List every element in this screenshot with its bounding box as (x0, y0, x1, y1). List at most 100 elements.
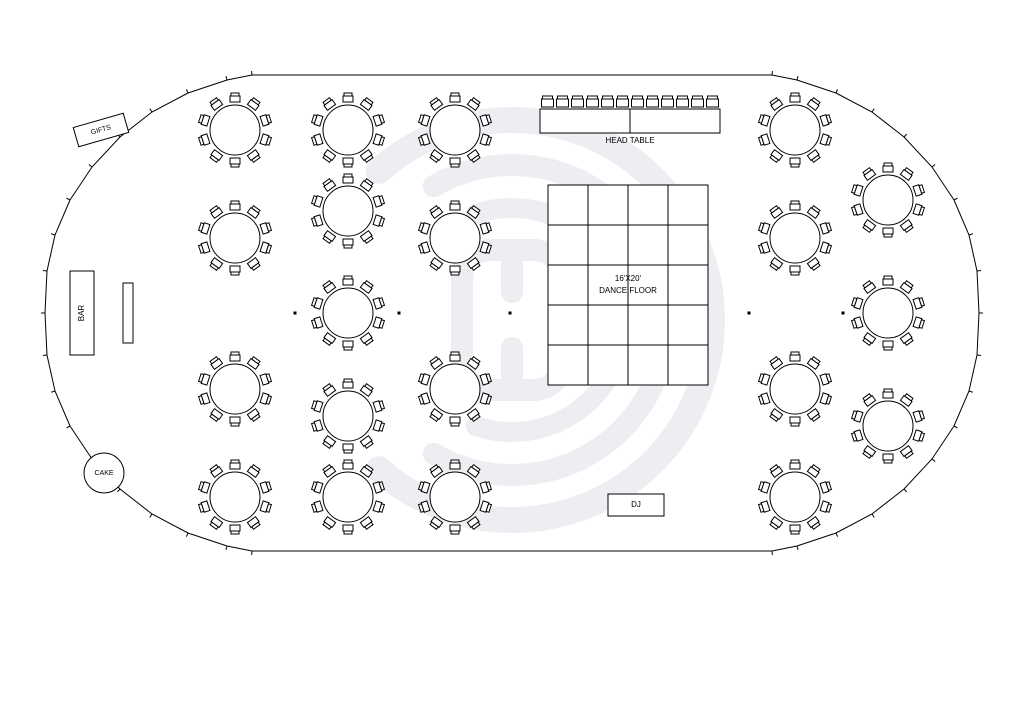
dance-floor-label: DANCE FLOOR (599, 286, 657, 295)
chair (883, 163, 893, 172)
chair (913, 184, 925, 196)
round-table (198, 93, 271, 167)
round-table (311, 174, 384, 248)
chair (360, 280, 373, 293)
chair (758, 501, 770, 513)
chair (480, 134, 492, 146)
chair (230, 158, 240, 167)
chair (360, 333, 373, 346)
chair (769, 205, 782, 218)
chair (373, 317, 385, 329)
chair (900, 393, 913, 406)
chair (429, 356, 442, 369)
chair (790, 460, 800, 469)
chair (198, 373, 210, 385)
chair (807, 356, 820, 369)
chair (311, 134, 323, 146)
chair (373, 420, 385, 432)
chair (209, 205, 222, 218)
chair (647, 96, 659, 107)
chair (198, 393, 210, 405)
chair (883, 389, 893, 398)
chair (247, 409, 260, 422)
chair (322, 150, 335, 163)
chair (900, 220, 913, 233)
head-table-label: HEAD TABLE (605, 136, 654, 145)
chair (322, 436, 335, 449)
chair (373, 195, 385, 207)
chair (820, 134, 832, 146)
chair (311, 114, 323, 126)
chair (807, 464, 820, 477)
chair (913, 410, 925, 422)
chair (209, 409, 222, 422)
chair (790, 266, 800, 275)
round-table (311, 276, 384, 350)
chair (343, 174, 353, 183)
chair (900, 280, 913, 293)
chair (418, 373, 430, 385)
chair (913, 297, 925, 309)
chair (247, 258, 260, 271)
chair (913, 317, 925, 329)
chair (602, 96, 614, 107)
chair (322, 333, 335, 346)
pole-marker (509, 312, 512, 315)
chair (587, 96, 599, 107)
pole-marker (398, 312, 401, 315)
chair (373, 114, 385, 126)
chair (429, 258, 442, 271)
bar: BAR (70, 271, 133, 355)
chair (373, 400, 385, 412)
chair (418, 242, 430, 254)
round-table (198, 201, 271, 275)
chair (820, 114, 832, 126)
chair (677, 96, 689, 107)
chair (260, 501, 272, 513)
chair (862, 220, 875, 233)
chair (343, 379, 353, 388)
round-table (198, 460, 271, 534)
chair (311, 297, 323, 309)
chair (913, 204, 925, 216)
chair (758, 114, 770, 126)
chair (322, 231, 335, 244)
chair (311, 195, 323, 207)
chair (883, 454, 893, 463)
chair (807, 150, 820, 163)
chair (883, 228, 893, 237)
chair (209, 517, 222, 530)
chair (851, 184, 863, 196)
round-table (758, 460, 831, 534)
chair (373, 501, 385, 513)
round-table (758, 352, 831, 426)
chair (198, 501, 210, 513)
chair (807, 97, 820, 110)
chair (790, 93, 800, 102)
chair (862, 167, 875, 180)
chair (450, 201, 460, 210)
chair (790, 158, 800, 167)
chair (790, 525, 800, 534)
chair (450, 525, 460, 534)
bar-back (123, 283, 133, 343)
chair (790, 417, 800, 426)
chair (260, 134, 272, 146)
round-table (198, 352, 271, 426)
chair (851, 204, 863, 216)
round-table (311, 379, 384, 453)
chair (209, 464, 222, 477)
chair (260, 373, 272, 385)
chair (769, 464, 782, 477)
chair (322, 383, 335, 396)
chair (209, 97, 222, 110)
round-table (851, 389, 924, 463)
bar-label: BAR (77, 305, 86, 322)
chair (820, 222, 832, 234)
chair (820, 481, 832, 493)
chair (322, 97, 335, 110)
chair (198, 114, 210, 126)
chair (450, 266, 460, 275)
chair (807, 205, 820, 218)
chair (429, 205, 442, 218)
